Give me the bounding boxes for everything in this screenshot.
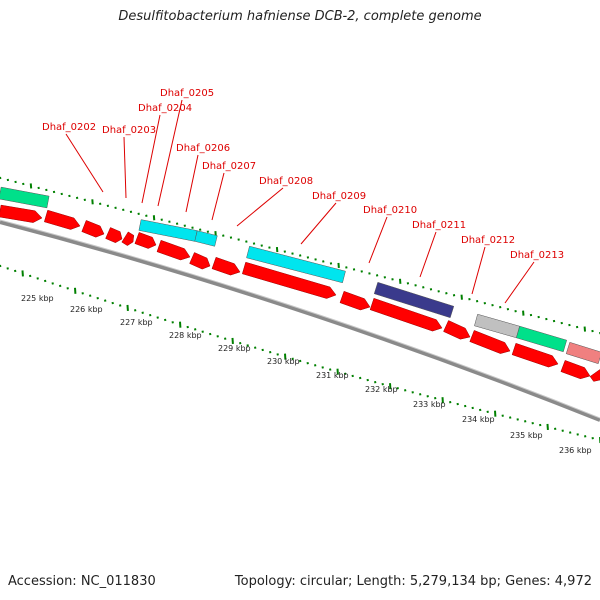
feature-track [0,186,600,382]
gene-leader-line [236,187,284,227]
cds-arrow [105,227,123,243]
cds-arrow [156,239,191,261]
gene-label: Dhaf_0211 [412,220,466,231]
gene-label: Dhaf_0207 [202,161,256,172]
kbp-label: 233 kbp [413,400,446,409]
kbp-label: 228 kbp [169,331,202,340]
kbp-label: 236 kbp [559,446,592,455]
kbp-label: 226 kbp [70,305,103,314]
gene-label: Dhaf_0208 [259,176,313,187]
gene-label: Dhaf_0205 [160,88,214,99]
kbp-label: 234 kbp [462,415,495,424]
cds-arrow [339,290,371,311]
gene-label: Dhaf_0210 [363,205,417,216]
feature-box-cyan [194,230,218,247]
gene-leader-line [368,216,388,264]
kbp-label: 232 kbp [365,385,398,394]
kbp-label: 227 kbp [120,318,153,327]
kbp-label: 230 kbp [267,357,300,366]
cds-arrow [0,204,43,223]
gene-leader-line [211,172,225,221]
gene-label: Dhaf_0212 [461,235,515,246]
cds-arrow [241,261,337,299]
gene-leader-line [65,133,104,193]
gene-leader-line [123,136,127,199]
gene-label: Dhaf_0204 [138,103,192,114]
genome-summary-text: Topology: circular; Length: 5,279,134 bp… [234,574,592,589]
cds-arrow [469,330,511,354]
kbp-label-group: 225 kbp 226 kbp 227 kbp 228 kbp 229 kbp 230 k… [21,294,592,455]
feature-box-pink [565,341,600,365]
feature-box-purple [373,281,455,319]
cds-arrow [43,209,81,230]
gene-label: Dhaf_0206 [176,143,230,154]
cds-arrow [511,342,559,368]
gene-leader-line [504,261,535,304]
backbone-line [0,220,600,422]
feature-box-green [0,186,50,209]
cds-arrow [81,220,105,238]
gene-leader-line [300,202,337,245]
gene-leader-line [141,114,161,204]
accession-text: Accession: NC_011830 [8,574,156,589]
cds-arrow [443,320,471,340]
gene-leader-line [419,231,437,278]
kbp-label: 229 kbp [218,344,251,353]
inner-tick-ring [0,264,600,444]
cds-arrow [211,256,241,276]
kbp-label: 231 kbp [316,371,349,380]
gene-label-group: Dhaf_0202 Dhaf_0203 Dhaf_0204 Dhaf_0205 Dhaf… [42,88,564,304]
cds-arrow [134,232,157,249]
gene-leader-line [471,246,486,295]
gene-leader-line [185,154,199,213]
map-title: Desulfitobacterium hafniense DCB-2, comp… [118,9,482,24]
cds-arrow [121,231,135,246]
feature-box-green [515,325,568,353]
outer-tick-ring [0,176,600,335]
feature-box-cyan [246,245,346,284]
gene-label: Dhaf_0203 [102,125,156,136]
gene-label: Dhaf_0209 [312,191,366,202]
backbone [0,219,600,422]
cds-arrow [560,360,591,380]
cds-arrow [589,369,600,382]
kbp-label: 235 kbp [510,431,543,440]
gene-leader-line [157,99,183,207]
gene-label: Dhaf_0202 [42,122,96,133]
kbp-label: 225 kbp [21,294,54,303]
cds-arrow [369,297,443,332]
backbone-highlight [0,219,600,419]
cds-arrow [189,252,211,270]
gene-label: Dhaf_0213 [510,250,564,261]
